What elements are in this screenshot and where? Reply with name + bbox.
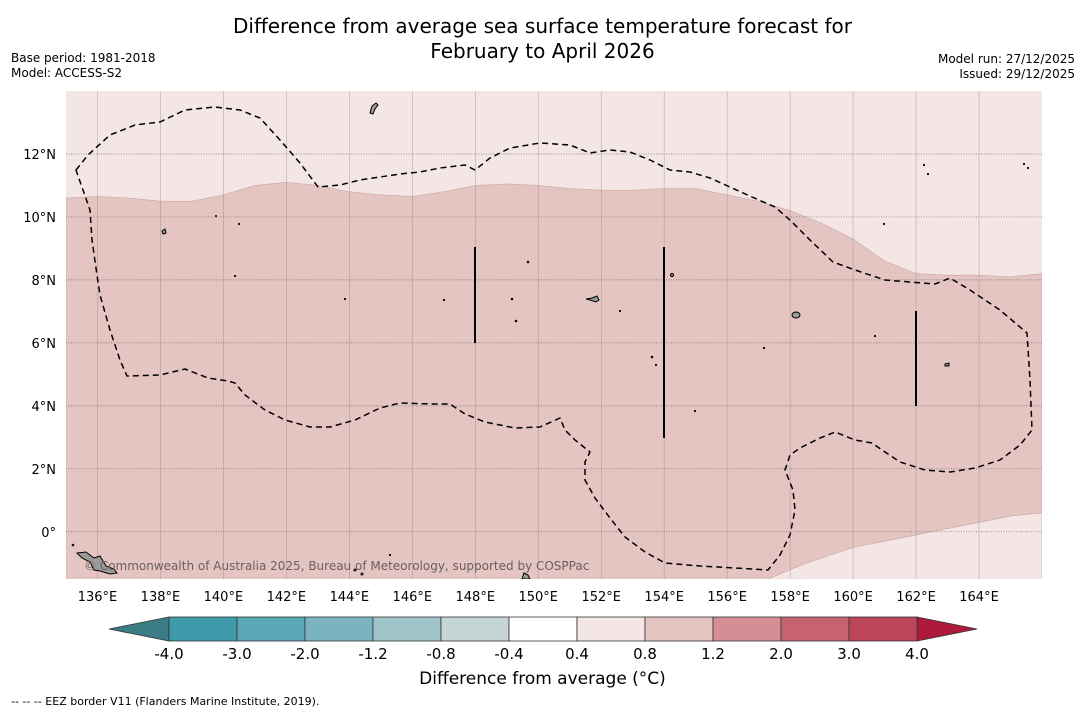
issued-date: Issued: 29/12/2025 [959,67,1075,81]
atoll [873,334,877,338]
colorbar-tick-label: -3.0 [222,645,251,663]
meta-left: Base period: 1981-2018 Model: ACCESS-S2 [11,51,156,81]
colorbar-tick-label: -1.2 [358,645,387,663]
eez-footnote: -- -- -- EEZ border V11 (Flanders Marine… [11,695,320,708]
longitude-tick-label: 150°E [518,590,558,605]
graticule [66,91,1042,579]
model-run: Model run: 27/12/2025 [937,52,1075,66]
latitude-tick-label: 10°N [23,211,56,226]
atoll [693,409,697,413]
base-period: Base period: 1981-2018 [11,51,156,65]
atoll [882,222,886,226]
copyright-text: © Commonwealth of Australia 2025, Bureau… [84,559,589,573]
map-title-line1: Difference from average sea surface temp… [232,14,852,38]
colorbar: -4.0 -3.0 -2.0 -1.2 -0.8 -0.4 0.4 0.8 1.2 2.0 3.0 4… [108,616,978,663]
atoll [237,222,241,226]
islands [71,102,1030,579]
colorbar-tick-label: 0.4 [565,645,589,663]
colorbar-tick-label: 3.0 [837,645,861,663]
colorbar-segment [780,616,850,642]
island-kosrae [944,362,950,367]
atoll [926,172,930,176]
colorbar-title: Difference from average (°C) [0,669,1085,689]
meta-right: Model run: 27/12/2025 Issued: 29/12/2025 [938,52,1075,82]
atoll [1026,166,1030,170]
island-palau [75,551,118,575]
colorbar-segment [848,616,918,642]
longitude-tick-label: 136°E [78,590,118,605]
colorbar-segment [508,616,578,642]
island-pohnpei [791,311,801,319]
island-new-guinea-coast [521,572,531,579]
colorbar-segment [712,616,782,642]
colorbar-segment [576,616,646,642]
latitude-tick-label: 12°N [23,148,56,163]
island-guam [369,102,379,115]
longitude-tick-label: 146°E [393,590,433,605]
atoll [343,297,347,301]
atoll [215,215,217,217]
colorbar-over-arrow [916,616,978,642]
atoll [1022,162,1026,166]
colorbar-label: Difference from average (°C) [419,669,666,689]
colorbar-tick-label: -2.0 [290,645,319,663]
anomaly-band-lower-0-4-to-0-8 [767,512,1042,579]
atoll [526,260,530,264]
atoll [71,543,75,547]
longitude-tick-label: 148°E [456,590,496,605]
longitude-tick-label: 140°E [204,590,244,605]
longitude-labels: 136°E 138°E 140°E 142°E 144°E 146°E 148°E 150°E… [78,590,999,605]
colorbar-segment [372,616,442,642]
atoll [233,274,237,278]
colorbar-tick-label: -0.4 [494,645,523,663]
colorbar-tick-label: -0.8 [426,645,455,663]
atoll [922,163,926,167]
longitude-tick-label: 164°E [959,590,999,605]
atoll [670,273,674,277]
latitude-tick-label: 8°N [32,274,57,289]
atoll [514,319,518,323]
colorbar-segment [644,616,714,642]
atoll [618,309,622,313]
longitude-tick-label: 160°E [833,590,873,605]
latitude-labels: 12°N 10°N 8°N 6°N 4°N 2°N 0° [23,148,56,541]
island-yap [161,228,167,235]
colorbar-segment [236,616,306,642]
colorbar-tick-label: 4.0 [905,645,929,663]
longitude-tick-label: 138°E [141,590,181,605]
atoll [388,553,392,557]
longitude-tick-label: 152°E [581,590,621,605]
colorbar-tick-label: 0.8 [633,645,657,663]
latitude-tick-label: 6°N [32,337,57,352]
latitude-tick-label: 4°N [32,400,57,415]
colorbar-segment [304,616,374,642]
colorbar-segment [440,616,510,642]
atoll [360,572,364,576]
colorbar-tick-label: 1.2 [701,645,725,663]
longitude-tick-label: 144°E [330,590,370,605]
atoll [762,346,766,350]
longitude-tick-label: 158°E [770,590,810,605]
island-chuuk [585,295,600,303]
latitude-tick-label: 0° [41,526,56,541]
latitude-tick-label: 2°N [32,463,57,478]
map-title-line2: February to April 2026 [430,39,655,63]
longitude-tick-label: 156°E [707,590,747,605]
atoll [442,298,446,302]
longitude-tick-label: 142°E [267,590,307,605]
colorbar-tick-label: 2.0 [769,645,793,663]
atoll [510,297,514,301]
atoll [353,568,357,572]
colorbar-segment [168,616,238,642]
atoll [654,363,658,367]
atoll [650,355,654,359]
map-title: Difference from average sea surface temp… [0,14,1085,64]
longitude-tick-label: 162°E [896,590,936,605]
colorbar-under-arrow [108,616,170,642]
colorbar-tick-label: -4.0 [154,645,183,663]
longitude-tick-label: 154°E [644,590,684,605]
model-name: Model: ACCESS-S2 [11,66,123,80]
